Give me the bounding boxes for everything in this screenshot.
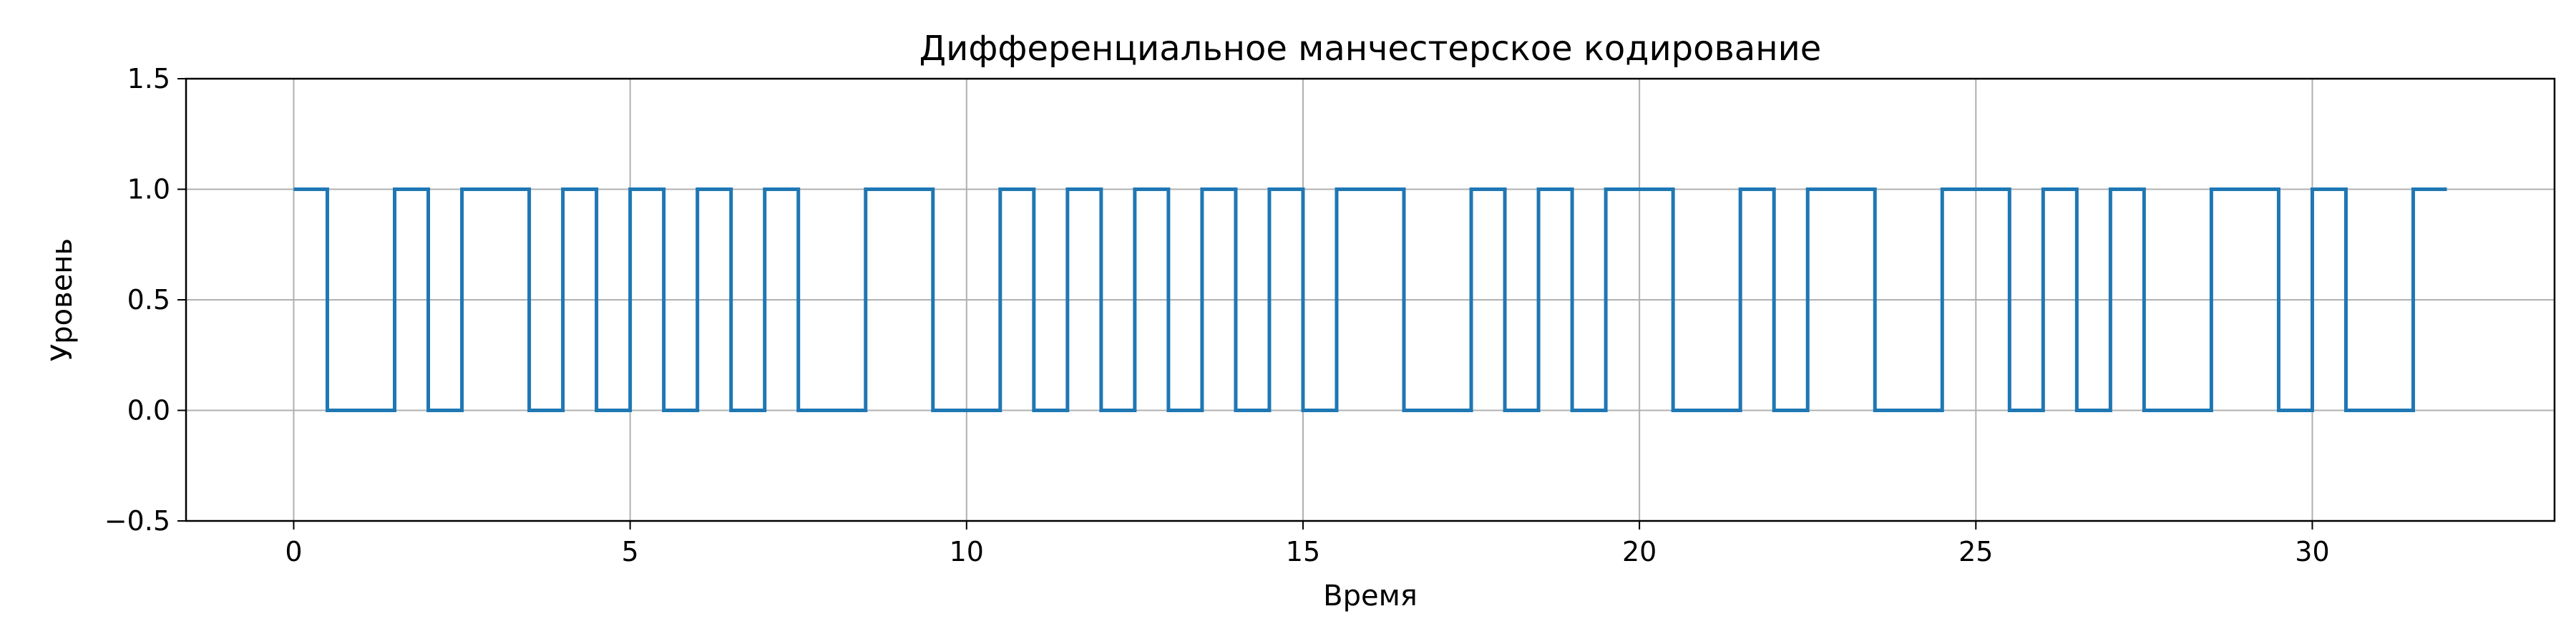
x-tick-label: 30 — [2295, 536, 2329, 567]
x-tick-label: 10 — [950, 536, 984, 567]
y-tick-label: 1.0 — [127, 174, 170, 205]
series-line — [293, 187, 2447, 412]
y-tick-label: 1.5 — [127, 63, 170, 94]
x-tick-label: 20 — [1622, 536, 1657, 567]
ticks: 0 5 10 15 20 25 30 −0.5 0.0 0.5 1.0 1.5 — [104, 63, 2330, 567]
x-axis-label: Время — [1323, 580, 1418, 613]
y-tick-label: 0.0 — [127, 395, 170, 426]
x-tick-label: 5 — [622, 536, 639, 567]
y-axis-label: Уровень — [46, 238, 79, 361]
x-tick-label: 25 — [1958, 536, 1993, 567]
chart-title: Дифференциальное манчестерское кодирован… — [919, 29, 1822, 69]
x-tick-label: 0 — [285, 536, 302, 567]
y-tick-label: −0.5 — [104, 505, 170, 537]
y-tick-label: 0.5 — [127, 284, 170, 316]
series-layer — [293, 187, 2447, 412]
x-tick-label: 15 — [1286, 536, 1320, 567]
